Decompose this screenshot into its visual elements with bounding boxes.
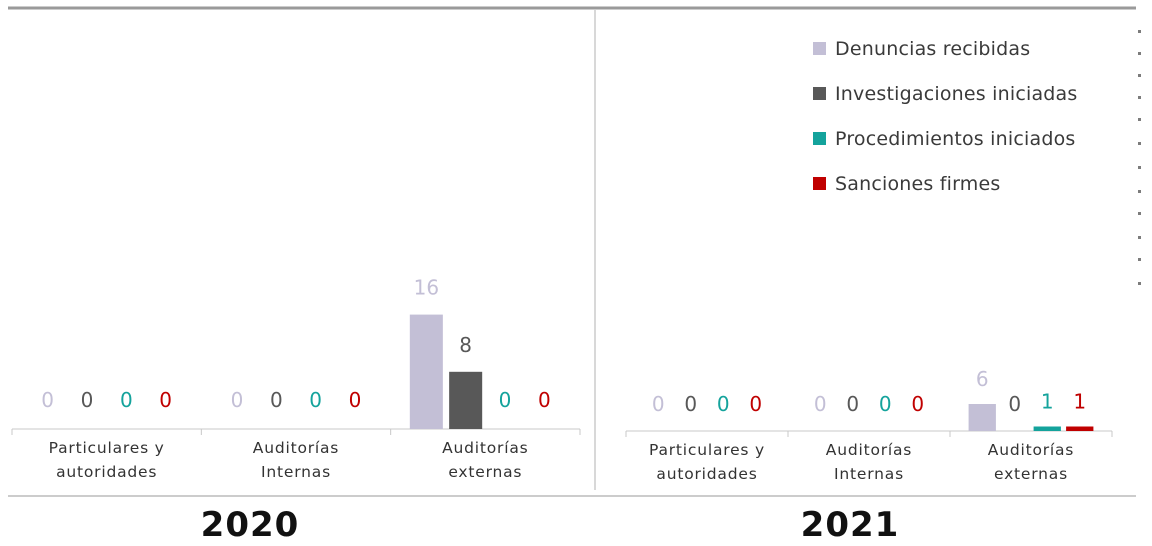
- edge-dot: [1138, 190, 1141, 193]
- data-label: 0: [846, 392, 859, 416]
- category-tick-label: Particulares y: [49, 439, 165, 457]
- year-label-2021: 2021: [790, 505, 910, 545]
- category-tick-label: Internas: [834, 465, 904, 483]
- data-label: 0: [652, 392, 665, 416]
- legend-swatch-sanciones: [813, 177, 826, 190]
- legend-swatch-denuncias: [813, 42, 826, 55]
- data-label: 0: [879, 392, 892, 416]
- edge-dot: [1138, 118, 1141, 121]
- data-label: 0: [270, 388, 283, 412]
- legend-swatch-investigaciones: [813, 87, 826, 100]
- data-label: 6: [976, 367, 989, 391]
- data-label: 0: [309, 388, 322, 412]
- edge-dot: [1138, 52, 1141, 55]
- category-tick-label: externas: [448, 463, 522, 481]
- category-tick-label: externas: [994, 465, 1068, 483]
- bar: [1034, 427, 1061, 432]
- data-label: 0: [81, 388, 94, 412]
- data-label: 0: [911, 392, 924, 416]
- data-label: 0: [349, 388, 362, 412]
- legend-label-procedimientos: Procedimientos iniciados: [835, 128, 1076, 150]
- data-label: 0: [1008, 392, 1021, 416]
- data-label: 0: [814, 392, 827, 416]
- data-label: 0: [749, 392, 762, 416]
- data-label: 1: [1073, 390, 1086, 414]
- data-label: 0: [499, 388, 512, 412]
- data-label: 8: [459, 333, 472, 357]
- edge-dot: [1138, 212, 1141, 215]
- category-tick-label: Auditorías: [826, 441, 912, 459]
- bar: [449, 372, 482, 429]
- edge-dot: [1138, 96, 1141, 99]
- category-tick-label: Auditorías: [253, 439, 339, 457]
- bar: [969, 404, 996, 431]
- edge-dot: [1138, 282, 1141, 285]
- edge-dot: [1138, 74, 1141, 77]
- data-label: 0: [717, 392, 730, 416]
- data-label: 0: [159, 388, 172, 412]
- data-label: 0: [41, 388, 54, 412]
- data-label: 0: [231, 388, 244, 412]
- category-tick-label: Internas: [261, 463, 331, 481]
- data-label: 0: [120, 388, 133, 412]
- year-label-2020: 2020: [190, 505, 310, 545]
- bar: [1066, 427, 1093, 432]
- data-label: 0: [538, 388, 551, 412]
- edge-dot: [1138, 30, 1141, 33]
- edge-dot: [1138, 258, 1141, 261]
- data-label: 0: [684, 392, 697, 416]
- legend-label-investigaciones: Investigaciones iniciadas: [835, 83, 1078, 105]
- category-tick-label: Auditorías: [988, 441, 1074, 459]
- legend-label-denuncias: Denuncias recibidas: [835, 38, 1030, 60]
- legend-label-sanciones: Sanciones firmes: [835, 173, 1001, 195]
- category-tick-label: autoridades: [656, 465, 757, 483]
- edge-dot: [1138, 142, 1141, 145]
- category-tick-label: Auditorías: [442, 439, 528, 457]
- data-label: 1: [1041, 390, 1054, 414]
- category-tick-label: autoridades: [56, 463, 157, 481]
- data-label: 16: [414, 276, 439, 300]
- legend-swatch-procedimientos: [813, 132, 826, 145]
- category-tick-label: Particulares y: [649, 441, 765, 459]
- edge-dot: [1138, 236, 1141, 239]
- bar: [410, 315, 443, 429]
- edge-dot: [1138, 166, 1141, 169]
